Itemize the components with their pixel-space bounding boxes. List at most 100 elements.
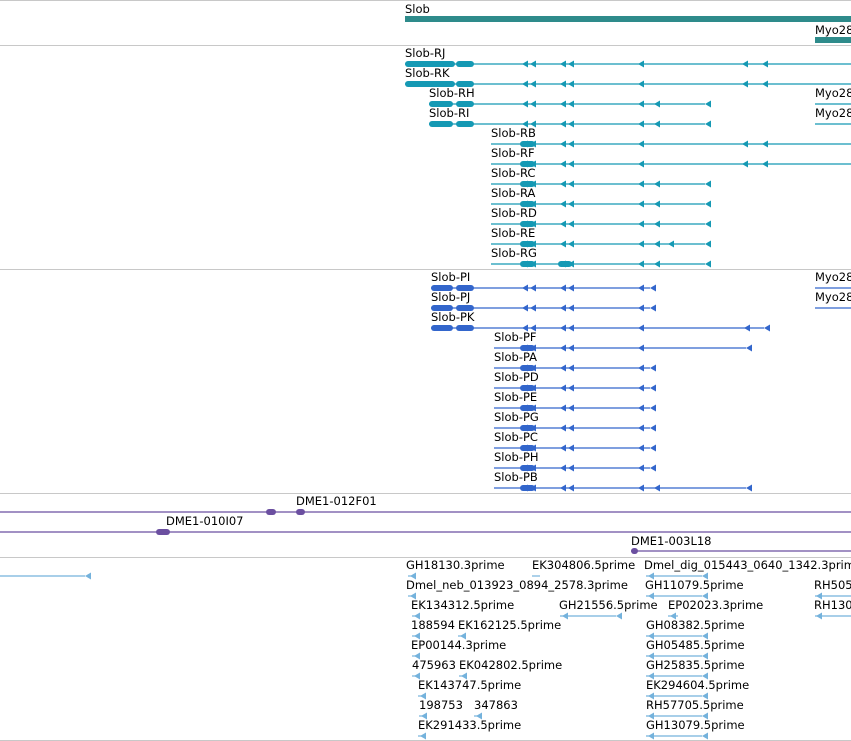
slob-pa-strand-arrow-icon (638, 364, 644, 372)
slob-pc-strand-arrow-icon (638, 444, 644, 452)
slob-re-strand-arrow-icon (568, 240, 574, 248)
myo28-gene-label[interactable]: Myo28 (815, 23, 851, 37)
slob-rj-feature[interactable] (405, 61, 851, 67)
slob-rk-label[interactable]: Slob-RK (405, 66, 450, 80)
slob-ph-strand-arrow-icon (522, 464, 528, 472)
ek162125-5prime-label[interactable]: EK162125.5prime (458, 618, 562, 632)
slob-re-label[interactable]: Slob-RE (491, 226, 536, 240)
dme1-010i07-exon-0 (156, 529, 170, 535)
slob-pb-strand-arrow-icon (654, 484, 660, 492)
rh130-label[interactable]: RH130 (814, 598, 851, 612)
slob-ra-strand-arrow-icon (560, 200, 566, 208)
slob-ph-strand-arrow-icon (530, 464, 536, 472)
slob-pf-label[interactable]: Slob-PF (494, 330, 537, 344)
slob-re-strand-arrow-icon (560, 240, 566, 248)
198753-label[interactable]: 198753 (419, 698, 463, 712)
myo28-label[interactable]: Myo28 (815, 86, 851, 100)
ep02023-3prime-label[interactable]: EP02023.3prime (668, 598, 764, 612)
slob-rd-strand-arrow-icon (568, 220, 574, 228)
gh08382-5prime-label[interactable]: GH08382.5prime (646, 618, 745, 632)
slob-rh-label[interactable]: Slob-RH (429, 86, 475, 100)
ek042802-5prime-label[interactable]: EK042802.5prime (459, 658, 563, 672)
gh13079-5prime-label[interactable]: GH13079.5prime (646, 718, 745, 732)
slob-gene-label[interactable]: Slob (405, 2, 430, 16)
dme1-010i07-label[interactable]: DME1-010I07 (166, 514, 244, 528)
rh57705-5prime-label[interactable]: RH57705.5prime (646, 698, 744, 712)
ep02023-3prime-strand-arrow-icon (670, 612, 676, 620)
ep00144-3prime-label[interactable]: EP00144.3prime (411, 638, 507, 652)
slob-pg-label[interactable]: Slob-PG (494, 410, 539, 424)
slob-ri-strand-arrow-icon (654, 120, 660, 128)
slob-rf-feature[interactable] (491, 161, 851, 167)
gh05485-5prime-label[interactable]: GH05485.5prime (646, 638, 745, 652)
slob-rh-strand-arrow-icon (638, 100, 644, 108)
gh11079-5prime-label[interactable]: GH11079.5prime (645, 578, 744, 592)
slob-rj-strand-arrow-icon (522, 60, 528, 68)
ek294604-5prime-label[interactable]: EK294604.5prime (646, 678, 750, 692)
myo28-label[interactable]: Myo28 (815, 106, 851, 120)
slob-ph-label[interactable]: Slob-PH (494, 450, 539, 464)
slob-pi-feature[interactable] (431, 285, 650, 291)
slob-re-strand-arrow-icon (530, 240, 536, 248)
gh21556-5prime-label[interactable]: GH21556.5prime (559, 598, 658, 612)
slob-pe-label[interactable]: Slob-PE (494, 390, 538, 404)
ek162125-5prime-strand-arrow-icon (460, 632, 466, 640)
rh130-strand-arrow-icon (816, 612, 822, 620)
ek143747-5prime-label[interactable]: EK143747.5prime (418, 678, 522, 692)
slob-rf-label[interactable]: Slob-RF (491, 146, 535, 160)
gh25835-5prime-label[interactable]: GH25835.5prime (646, 658, 745, 672)
dme1-012f01-label[interactable]: DME1-012F01 (296, 494, 377, 508)
slob-pk-feature[interactable] (431, 325, 764, 331)
slob-pk-strand-arrow-icon (530, 324, 536, 332)
dme1-003l18-feature[interactable] (631, 548, 851, 554)
188594-label[interactable]: 188594 (411, 618, 455, 632)
slob-ri-label[interactable]: Slob-RI (429, 106, 470, 120)
gh21556-5prime-strand-arrow-icon (616, 612, 622, 620)
slob-rb-feature[interactable] (491, 141, 851, 147)
gh18130-3prime-label[interactable]: GH18130.3prime (406, 558, 505, 572)
475963-label[interactable]: 475963 (412, 658, 456, 672)
slob-pf-strand-arrow-icon (560, 344, 566, 352)
rh505-label[interactable]: RH505 (814, 578, 851, 592)
slob-ri-feature[interactable] (429, 121, 705, 127)
slob-rd-label[interactable]: Slob-RD (491, 206, 537, 220)
slob-rg-label[interactable]: Slob-RG (491, 246, 537, 260)
dmel-dig-015443-0640-1342-3prime-label[interactable]: Dmel_dig_015443_0640_1342.3prime (644, 558, 851, 572)
slob-rj-strand-arrow-icon (568, 60, 574, 68)
slob-ri-exon-0 (429, 121, 453, 127)
slob-rk-feature[interactable] (405, 81, 851, 87)
slob-pj-label[interactable]: Slob-PJ (431, 290, 471, 304)
ek304806-5prime-label[interactable]: EK304806.5prime (532, 558, 636, 572)
myo28-gene-bar[interactable] (815, 37, 851, 43)
slob-rh-feature[interactable] (429, 101, 705, 107)
slob-rj-label[interactable]: Slob-RJ (405, 46, 446, 60)
gh13079-5prime-strand-arrow-icon (702, 732, 708, 740)
slob-ra-label[interactable]: Slob-RA (491, 186, 536, 200)
slob-pb-label[interactable]: Slob-PB (494, 470, 538, 484)
slob-gene-bar[interactable] (405, 16, 851, 22)
slob-pi-strand-arrow-icon (568, 284, 574, 292)
slob-rc-label[interactable]: Slob-RC (491, 166, 536, 180)
ek134312-5prime-label[interactable]: EK134312.5prime (411, 598, 515, 612)
slob-pj-feature[interactable] (431, 305, 650, 311)
slob-pi-label[interactable]: Slob-PI (431, 270, 471, 284)
slob-pj-exon-1 (456, 305, 474, 311)
ek291433-5prime-label[interactable]: EK291433.5prime (418, 718, 522, 732)
slob-pa-label[interactable]: Slob-PA (494, 350, 538, 364)
dme1-003l18-label[interactable]: DME1-003L18 (631, 534, 712, 548)
dme1-010i07-feature[interactable] (0, 529, 851, 535)
myo28-label[interactable]: Myo28 (815, 290, 851, 304)
slob-rf-strand-arrow-icon (560, 160, 566, 168)
slob-pd-label[interactable]: Slob-PD (494, 370, 539, 384)
myo28-label[interactable]: Myo28 (815, 270, 851, 284)
slob-pc-label[interactable]: Slob-PC (494, 430, 538, 444)
dmel-neb-013923-0894-2578-3prime-label[interactable]: Dmel_neb_013923_0894_2578.3prime (406, 578, 628, 592)
slob-rb-label[interactable]: Slob-RB (491, 126, 536, 140)
dme1-012f01-feature[interactable] (0, 509, 851, 515)
slob-pk-label[interactable]: Slob-PK (431, 310, 475, 324)
slob-pb-strand-arrow-icon (746, 484, 752, 492)
slob-pi-exon-0 (431, 285, 453, 291)
347863-label[interactable]: 347863 (474, 698, 518, 712)
